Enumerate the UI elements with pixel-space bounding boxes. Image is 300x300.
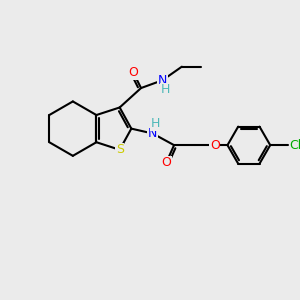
Text: N: N	[158, 74, 167, 87]
Text: O: O	[210, 139, 220, 152]
Text: Cl: Cl	[289, 139, 300, 152]
Text: H: H	[160, 83, 170, 97]
Text: O: O	[161, 156, 171, 169]
Text: S: S	[116, 143, 124, 156]
Text: H: H	[151, 117, 160, 130]
Text: N: N	[148, 127, 158, 140]
Text: O: O	[128, 66, 138, 79]
